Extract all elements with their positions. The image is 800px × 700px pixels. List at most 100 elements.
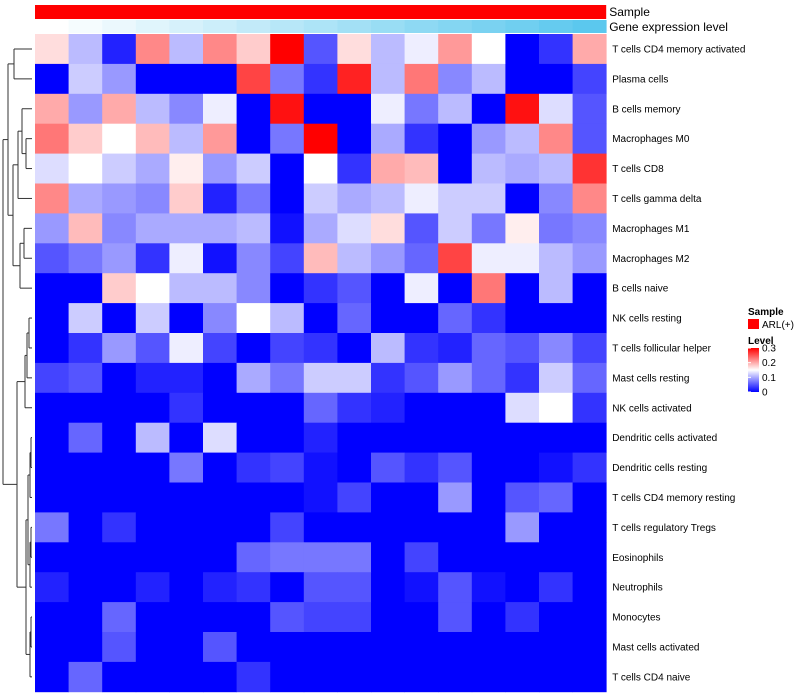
heatmap-cell bbox=[404, 34, 439, 65]
heatmap-cell bbox=[471, 512, 506, 543]
legend-level-tick-label: 0.3 bbox=[762, 344, 776, 355]
heatmap-cell bbox=[169, 34, 204, 65]
heatmap-cell bbox=[102, 273, 137, 304]
heatmap-cell bbox=[102, 93, 137, 125]
heatmap-cell bbox=[539, 661, 573, 693]
heatmap-cell bbox=[337, 153, 372, 184]
heatmap-cell bbox=[572, 273, 607, 304]
heatmap-cell bbox=[404, 93, 439, 125]
heatmap-cell bbox=[438, 572, 473, 603]
heatmap-cell bbox=[203, 93, 237, 125]
heatmap-cell bbox=[438, 542, 473, 573]
heatmap-cell bbox=[102, 34, 137, 65]
heatmap-cell bbox=[371, 422, 405, 453]
heatmap-cell bbox=[135, 153, 170, 184]
heatmap-cell bbox=[572, 392, 607, 424]
heatmap-cell bbox=[303, 273, 338, 304]
heatmap-cell bbox=[236, 512, 271, 543]
heatmap-cell bbox=[471, 93, 506, 125]
heatmap-cell bbox=[35, 34, 69, 65]
heatmap-cell bbox=[572, 303, 607, 334]
heatmap-cell bbox=[203, 392, 237, 424]
heatmap-cell bbox=[68, 273, 103, 304]
gene-expression-annotation-cell bbox=[337, 20, 372, 33]
heatmap-cell bbox=[337, 512, 372, 543]
gene-expression-annotation-cell bbox=[371, 20, 405, 33]
heatmap-cell bbox=[539, 34, 573, 65]
heatmap-cell bbox=[539, 392, 573, 424]
heatmap-cell bbox=[471, 602, 506, 633]
gene-expression-annotation-cell bbox=[270, 20, 305, 33]
heatmap-cell bbox=[203, 542, 237, 573]
heatmap-cell bbox=[203, 632, 237, 663]
heatmap-cell bbox=[236, 213, 271, 244]
heatmap-cell bbox=[303, 452, 338, 483]
heatmap-cell bbox=[35, 512, 69, 543]
heatmap-cell bbox=[203, 452, 237, 483]
heatmap-cell bbox=[236, 123, 271, 154]
heatmap-cell bbox=[236, 183, 271, 214]
heatmap-cell bbox=[169, 153, 204, 184]
heatmap-cell bbox=[471, 63, 506, 95]
heatmap-cell bbox=[337, 632, 372, 663]
heatmap-cell bbox=[471, 452, 506, 483]
heatmap-cell bbox=[471, 362, 506, 394]
heatmap-cell bbox=[236, 632, 271, 663]
row-label: Dendritic cells activated bbox=[612, 433, 717, 444]
heatmap-cell bbox=[572, 482, 607, 513]
heatmap-cell bbox=[337, 93, 372, 125]
gene-expression-annotation-cell bbox=[303, 20, 338, 33]
heatmap-cell bbox=[505, 362, 540, 394]
heatmap-cell bbox=[236, 333, 271, 364]
heatmap-cell bbox=[102, 183, 137, 214]
heatmap-cell bbox=[102, 303, 137, 334]
heatmap-cell bbox=[35, 123, 69, 154]
heatmap-cell bbox=[539, 482, 573, 513]
heatmap-cell bbox=[505, 213, 540, 244]
heatmap-cell bbox=[572, 362, 607, 394]
heatmap-cell bbox=[505, 392, 540, 424]
heatmap-cell bbox=[203, 213, 237, 244]
heatmap-cell bbox=[471, 392, 506, 424]
heatmap-cell bbox=[35, 243, 69, 274]
heatmap-cell bbox=[505, 512, 540, 543]
heatmap-cell bbox=[539, 273, 573, 304]
heatmap-cell bbox=[135, 303, 170, 334]
heatmap-cell bbox=[404, 632, 439, 663]
legend-level-tick-label: 0 bbox=[762, 388, 768, 399]
heatmap-cell bbox=[371, 183, 405, 214]
heatmap-cell bbox=[572, 153, 607, 184]
heatmap-cell bbox=[404, 512, 439, 543]
heatmap-cell bbox=[169, 362, 204, 394]
heatmap-cell bbox=[539, 452, 573, 483]
heatmap-cell bbox=[505, 93, 540, 125]
heatmap-cell bbox=[505, 183, 540, 214]
heatmap-cell bbox=[438, 153, 473, 184]
heatmap-cell bbox=[303, 362, 338, 394]
heatmap-cell bbox=[505, 34, 540, 65]
heatmap-cell bbox=[35, 422, 69, 453]
legend-sample-label: ARL(+) bbox=[762, 320, 794, 331]
heatmap-cell bbox=[371, 392, 405, 424]
heatmap-cell bbox=[102, 422, 137, 453]
heatmap-cell bbox=[270, 572, 305, 603]
heatmap-cell bbox=[35, 362, 69, 394]
heatmap-cell bbox=[203, 572, 237, 603]
row-label: Macrophages M1 bbox=[612, 224, 690, 235]
gene-expression-annotation-cell bbox=[438, 20, 473, 33]
heatmap-cell bbox=[303, 243, 338, 274]
heatmap-cell bbox=[135, 273, 170, 304]
heatmap-cell bbox=[203, 153, 237, 184]
heatmap-cell bbox=[471, 213, 506, 244]
heatmap-cell bbox=[270, 63, 305, 95]
heatmap-cell bbox=[203, 661, 237, 693]
heatmap-cell bbox=[303, 153, 338, 184]
heatmap-cell bbox=[102, 661, 137, 693]
heatmap-cell bbox=[371, 243, 405, 274]
heatmap-cell bbox=[371, 123, 405, 154]
heatmap-cell bbox=[337, 123, 372, 154]
heatmap-cell bbox=[539, 243, 573, 274]
heatmap-cell bbox=[371, 93, 405, 125]
heatmap-cell bbox=[169, 512, 204, 543]
gene-expression-annotation-cell bbox=[572, 20, 607, 33]
